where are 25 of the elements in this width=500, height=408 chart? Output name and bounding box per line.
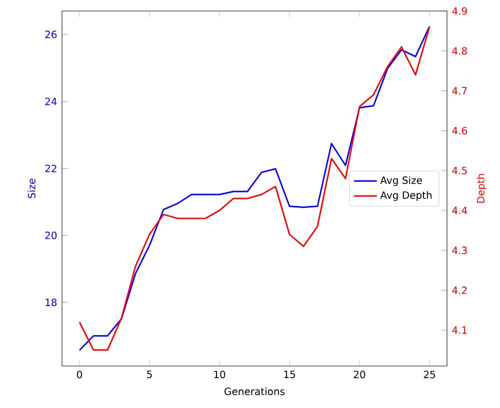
x-tick-label: 0	[76, 370, 82, 378]
y-tick-label: 24	[45, 98, 57, 106]
y2-tick-label: 4.3	[452, 246, 467, 254]
y-tick-label: 20	[45, 232, 57, 240]
y2-tick-label: 4.8	[452, 47, 467, 55]
y2-tick-label: 4.5	[452, 166, 467, 174]
x-axis-title: Generations	[224, 387, 285, 396]
y-tick-label: 22	[45, 164, 56, 172]
y-axis-title: Size	[28, 178, 36, 198]
y2-tick-label: 4.7	[452, 87, 467, 94]
x-tick-label: 20	[354, 370, 366, 378]
y2-tick-label: 4.4	[452, 206, 468, 214]
y2-tick-label: 4.9	[452, 7, 467, 15]
x-tick-label: 15	[284, 370, 295, 378]
legend-label: Avg Size	[380, 176, 422, 186]
legend-label: Avg Depth	[380, 191, 432, 201]
x-tick-label: 5	[147, 370, 152, 378]
y2-tick-label: 4.6	[452, 126, 467, 134]
y2-tick-label: 4.1	[452, 326, 467, 334]
y-tick-label: 26	[45, 30, 57, 38]
y-tick-label: 18	[46, 298, 57, 306]
x-tick-label: 10	[214, 370, 226, 378]
x-tick-label: 25	[424, 370, 435, 378]
y2-tick-label: 4.2	[452, 286, 467, 294]
y2-axis-title: Depth	[476, 174, 486, 203]
